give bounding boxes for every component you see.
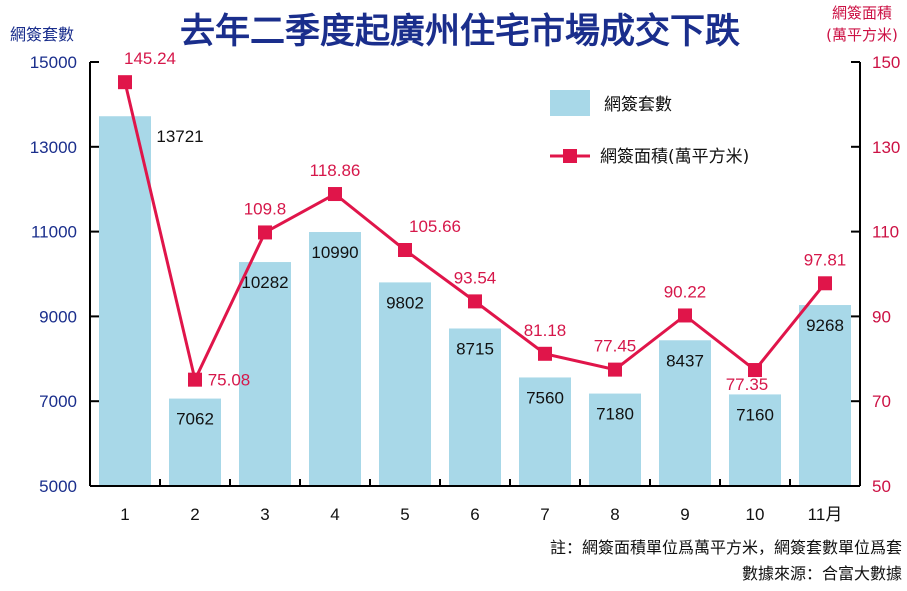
- left-tick-label: 7000: [39, 392, 77, 411]
- left-tick-label: 9000: [39, 307, 77, 326]
- bar: [449, 328, 501, 486]
- right-tick-label: 150: [872, 53, 900, 72]
- footnote-units: 註：網簽面積單位爲萬平方米，網簽套數單位爲套: [550, 538, 902, 557]
- legend-bar-swatch: [550, 90, 590, 116]
- legend-bar-label: 網簽套數: [604, 95, 672, 115]
- bar: [169, 398, 221, 486]
- line-value-label: 90.22: [664, 282, 707, 301]
- legend-line-label: 網簽面積(萬平方米): [600, 147, 749, 167]
- bar: [729, 394, 781, 486]
- right-tick-label: 130: [872, 138, 900, 157]
- x-tick-label: 6: [470, 505, 479, 524]
- x-tick-label: 2: [190, 505, 199, 524]
- right-tick-label: 90: [872, 307, 891, 326]
- right-tick-label: 110: [872, 223, 899, 242]
- bar-series: [99, 116, 851, 486]
- line-value-label: 75.08: [208, 371, 251, 390]
- x-tick-label: 10: [746, 505, 765, 524]
- line-marker: [678, 308, 692, 323]
- left-tick-label: 11000: [31, 223, 77, 242]
- right-axis-title-line2: (萬平方米): [826, 26, 898, 44]
- line-marker: [748, 363, 762, 378]
- x-tick-label: 9: [680, 505, 689, 524]
- bar: [239, 262, 291, 486]
- right-axis-title-line1: 網簽面積: [832, 4, 892, 22]
- bar: [99, 116, 151, 486]
- bar: [589, 393, 641, 486]
- line-value-label: 77.45: [594, 337, 637, 356]
- x-tick-label: 4: [330, 505, 339, 524]
- bar: [659, 340, 711, 486]
- bar-value-label: 8715: [456, 339, 494, 358]
- line-value-label: 93.54: [454, 268, 497, 287]
- line-marker: [398, 243, 412, 258]
- bar-value-label: 10282: [241, 273, 288, 292]
- line-marker: [328, 187, 342, 202]
- legend-line-marker: [563, 149, 577, 163]
- bar: [309, 232, 361, 486]
- line-marker: [258, 225, 272, 240]
- line-marker: [818, 276, 832, 291]
- x-tick-label: 5: [400, 505, 409, 524]
- bar: [379, 282, 431, 486]
- line-value-label: 145.24: [124, 49, 176, 68]
- legend: 網簽套數 網簽面積(萬平方米): [550, 90, 749, 167]
- left-tick-label: 13000: [30, 138, 77, 157]
- line-value-label: 97.81: [804, 250, 847, 269]
- x-tick-label: 11月: [808, 505, 843, 524]
- left-axis-title: 網簽套數: [10, 25, 74, 44]
- line-value-label: 105.66: [409, 217, 461, 236]
- axes: 5000700090001100013000150005070901101301…: [30, 53, 901, 524]
- x-tick-label: 8: [610, 505, 619, 524]
- footnote-source: 數據來源：合富大數據: [742, 564, 902, 583]
- bar-value-label: 7560: [526, 388, 564, 407]
- line-marker: [468, 294, 482, 309]
- bar: [519, 377, 571, 486]
- x-tick-label: 3: [260, 505, 269, 524]
- bar-value-label: 7180: [596, 405, 634, 424]
- bar-value-label: 9802: [386, 293, 424, 312]
- x-tick-label: 7: [540, 505, 549, 524]
- line-value-label: 77.35: [726, 375, 769, 394]
- bar: [799, 305, 851, 486]
- line-marker: [118, 75, 132, 90]
- line-value-label: 118.86: [310, 161, 361, 180]
- left-tick-label: 15000: [30, 53, 77, 72]
- line-marker: [188, 372, 202, 387]
- line-series: 145.24 75.08 109.8 118.86 105.66 93.54 81.18 77…: [118, 49, 846, 394]
- line-marker: [608, 362, 622, 377]
- bar-value-label: 10990: [311, 243, 358, 262]
- bar-value-label: 9268: [806, 316, 844, 335]
- x-tick-label: 1: [120, 505, 129, 524]
- bar-value-label: 13721: [156, 127, 203, 146]
- left-tick-label: 5000: [39, 477, 77, 496]
- chart-title: 去年二季度起廣州住宅市場成交下跌: [180, 11, 740, 52]
- bar-value-label: 7160: [736, 405, 774, 424]
- right-tick-label: 70: [872, 392, 891, 411]
- bar-value-label: 7062: [176, 410, 214, 429]
- right-tick-label: 50: [872, 477, 891, 496]
- bar-value-label: 8437: [666, 351, 704, 370]
- line-value-label: 81.18: [524, 321, 567, 340]
- line-value-label: 109.8: [244, 199, 287, 218]
- line-marker: [538, 346, 552, 361]
